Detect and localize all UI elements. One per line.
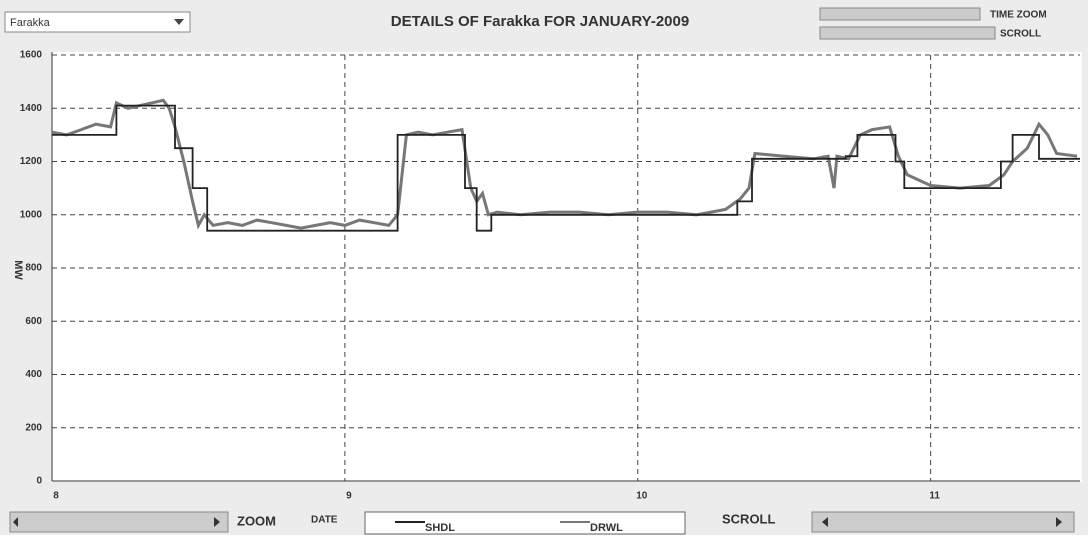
- dropdown-arrow: [174, 19, 184, 25]
- legend-label: SHDL: [425, 522, 455, 534]
- scroll-bottom-label: SCROLL: [722, 511, 776, 526]
- time-zoom-label: TIME ZOOM: [990, 10, 1047, 21]
- station-name: Farakka: [10, 17, 51, 29]
- x-tick-label: 10: [636, 491, 648, 502]
- y-axis-label: MW: [12, 260, 24, 280]
- station-dropdown[interactable]: [4, 11, 191, 33]
- series-line: [51, 98, 1078, 230]
- plot-bg: [52, 52, 1082, 482]
- y-tick-label: 0: [36, 476, 42, 487]
- time-zoom-scrollbar[interactable]: [819, 7, 981, 21]
- legend-label: DRWL: [590, 522, 623, 534]
- y-tick-label: 1400: [20, 103, 43, 114]
- scroll-top-label: SCROLL: [1000, 29, 1041, 40]
- legend: [364, 511, 686, 535]
- x-tick-label: 9: [346, 491, 352, 502]
- x-tick-label: 8: [53, 491, 59, 502]
- y-tick-label: 1200: [20, 156, 43, 167]
- date-label: DATE: [311, 515, 338, 526]
- y-tick-label: 200: [25, 422, 42, 433]
- y-tick-label: 1000: [20, 209, 43, 220]
- series-line: [52, 104, 1080, 232]
- y-tick-label: 400: [25, 369, 42, 380]
- chart-title: DETAILS OF Farakka FOR JANUARY-2009: [391, 13, 689, 30]
- x-tick-label: 11: [929, 491, 940, 502]
- zoom-scrollbar[interactable]: [9, 511, 229, 533]
- zoom-label: ZOOM: [237, 513, 276, 528]
- y-tick-label: 1600: [20, 50, 43, 61]
- y-tick-label: 800: [25, 263, 42, 274]
- scroll-bottom-scrollbar[interactable]: [811, 511, 1075, 533]
- scroll-top-scrollbar[interactable]: [819, 26, 996, 40]
- y-tick-label: 600: [25, 316, 42, 327]
